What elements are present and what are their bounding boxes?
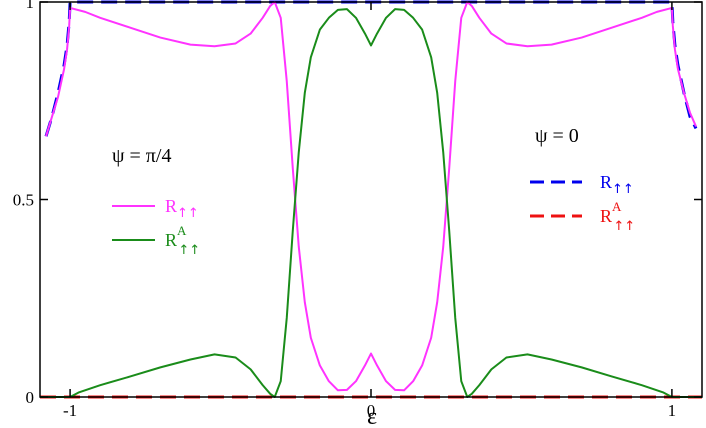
x-tick-label: 0 — [367, 401, 376, 420]
legend-label: RA ↑↑ — [600, 199, 635, 234]
series-line-4 — [40, 8, 702, 398]
legend-label: RA ↑↑ — [165, 223, 200, 258]
annotation-psi-pi-over-4: ψ = π/4 — [112, 145, 171, 167]
y-tick-label: 0 — [26, 388, 35, 407]
y-tick-label: 0.5 — [13, 191, 34, 210]
x-tick-label: -1 — [63, 401, 77, 420]
legend: R↑↑RA ↑↑R↑↑RA ↑↑ — [112, 172, 635, 258]
ticks-layer: -1 0 1 0 0.5 1 — [13, 0, 702, 420]
x-tick-label: 1 — [668, 401, 677, 420]
annotation-psi-zero: ψ = 0 — [535, 125, 579, 147]
series-layer — [40, 0, 702, 399]
series-line-3 — [45, 1, 697, 392]
legend-label: R↑↑ — [165, 196, 199, 221]
x-axis-title: ε — [367, 404, 377, 428]
series-line-1 — [44, 0, 698, 137]
plot-frame — [39, 1, 703, 398]
legend-label: R↑↑ — [600, 172, 634, 197]
y-tick-label: 1 — [26, 0, 35, 12]
